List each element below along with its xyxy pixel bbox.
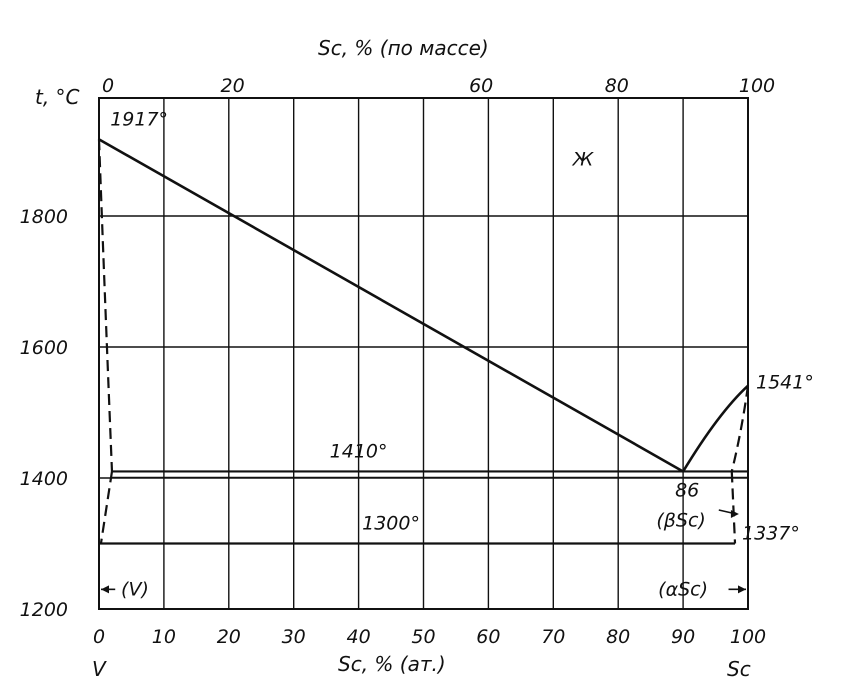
solvus-line [730,385,750,472]
x-tick-label: 60 [476,626,500,648]
y-tick-label: 1400 [20,468,68,490]
asc-region-arrowhead [738,585,746,594]
solvus-line [730,471,737,544]
x-tick-label: 100 [730,626,766,648]
solvus-line [97,139,114,472]
annotation-label: 1917° [110,108,168,130]
y-tick-label: 1200 [20,599,68,621]
annotation-label: (αSc) [658,578,708,600]
x-tick-label: 40 [347,626,371,648]
top-tick-label: 60 [469,75,493,97]
x-axis-right-element: Sc [727,657,751,681]
top-tick-label: 0 [102,75,114,97]
annotation-label: 86 [675,479,699,501]
annotation-label: 1410° [330,440,388,462]
x-tick-label: 80 [606,626,630,648]
y-tick-label: 1800 [20,206,68,228]
bsc-region-arrowhead [730,510,739,519]
annotation-label: (βSc) [656,509,705,531]
top-axis-title: Sc, % (по массе) [318,36,489,60]
x-tick-label: 30 [282,626,306,648]
top-tick-label: 80 [605,75,629,97]
y-tick-label: 1600 [20,337,68,359]
liquidus-line [98,138,684,473]
annotation-label: 1541° [756,372,814,394]
x-tick-label: 70 [541,626,565,648]
x-axis-title: Sc, % (ат.) [338,652,446,676]
annotation-label: Ж [572,149,595,171]
x-tick-label: 50 [411,626,435,648]
v-region-arrowhead [101,585,109,594]
y-axis-title: t, °C [35,85,80,109]
x-tick-label: 20 [217,626,241,648]
annotation-label: 1337° [742,523,800,545]
x-tick-label: 90 [671,626,695,648]
annotation-label: 1300° [362,513,420,535]
x-axis-left-element: V [92,657,107,681]
liquidus-line [681,384,749,473]
top-tick-label: 100 [739,75,775,97]
solvus-line [99,471,114,544]
top-tick-label: 20 [221,75,245,97]
x-tick-label: 10 [152,626,176,648]
plot-frame [98,97,749,610]
x-tick-label: 0 [93,626,105,648]
annotation-label: (V) [121,578,149,600]
